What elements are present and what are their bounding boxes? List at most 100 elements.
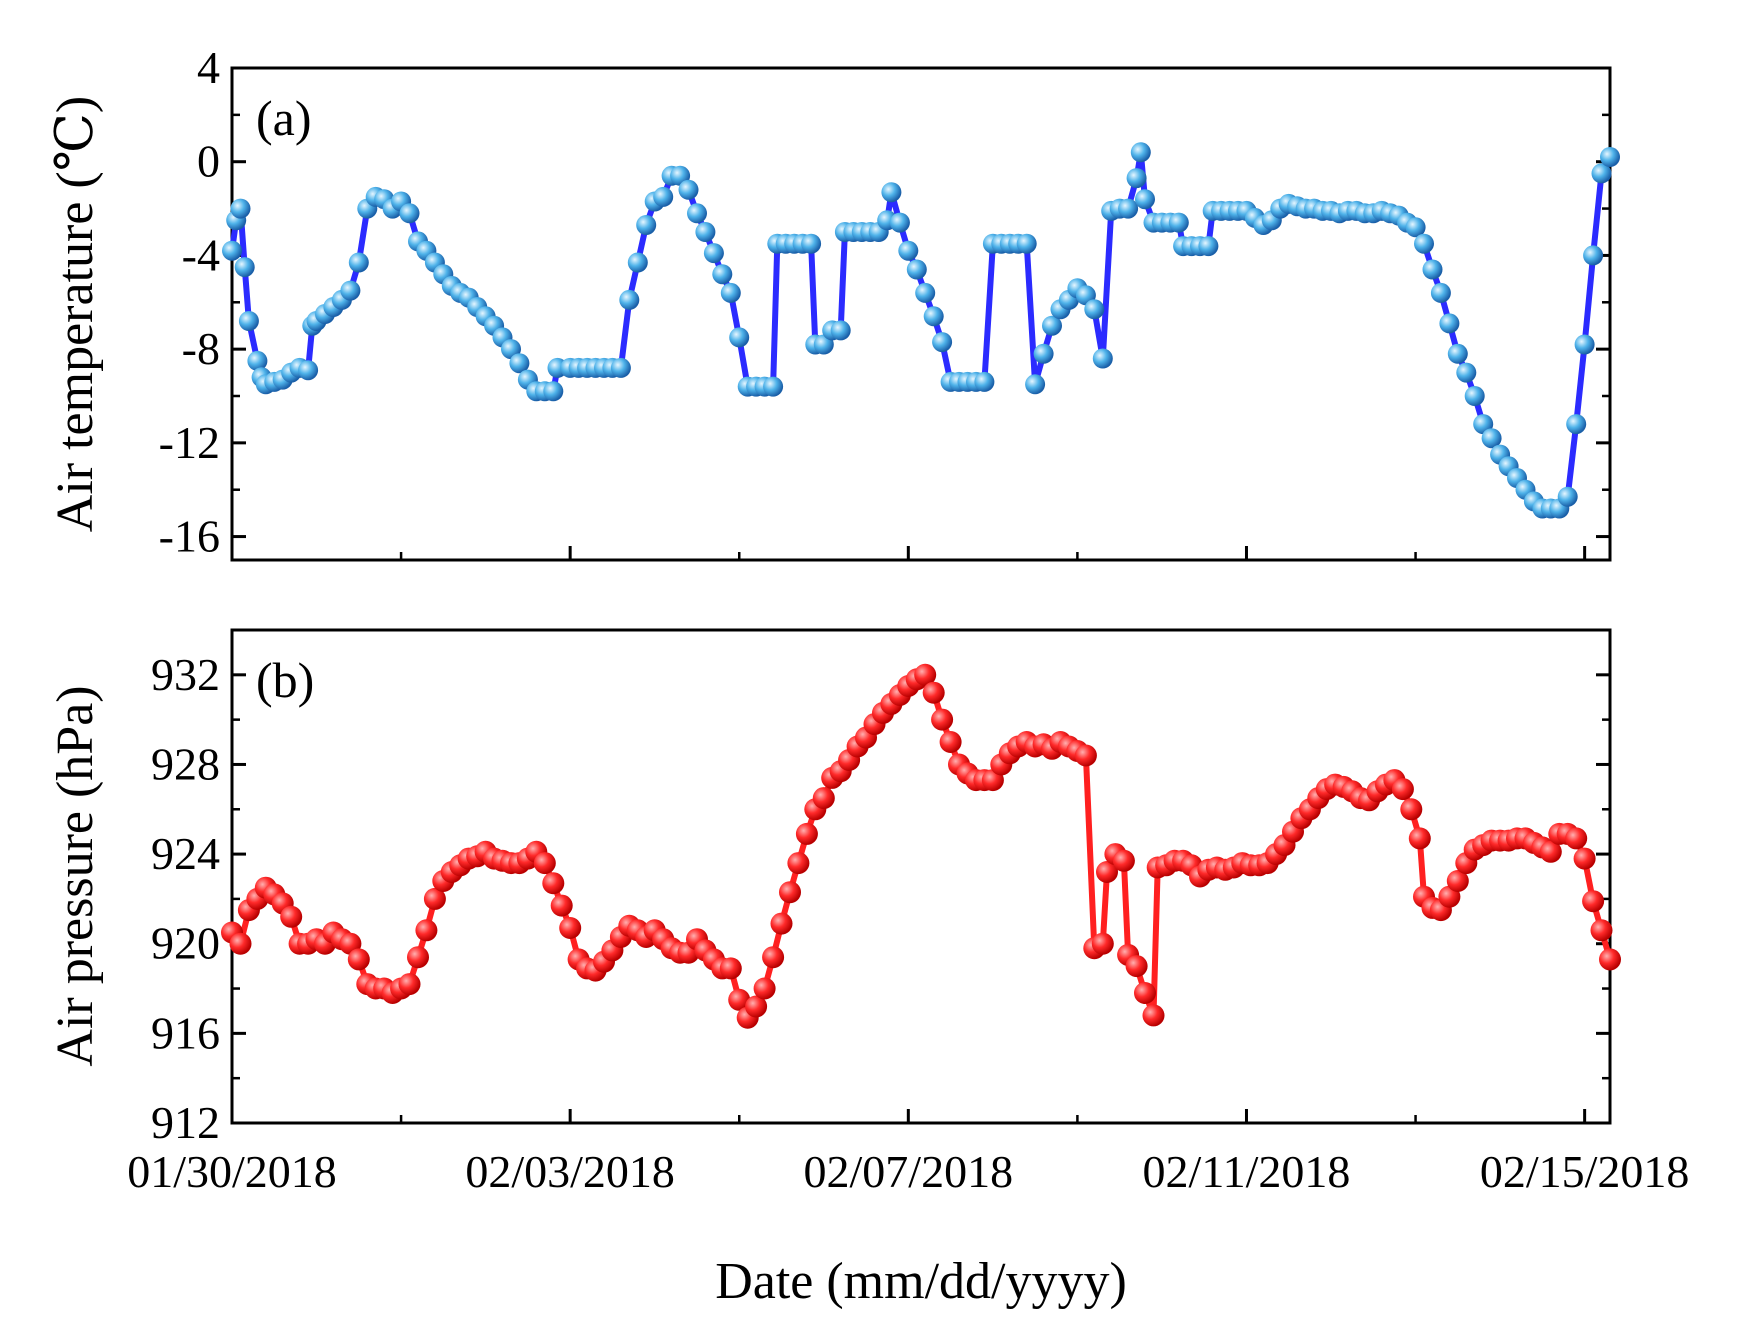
data-point-a <box>703 243 724 264</box>
panel-b-tag: (b) <box>256 652 314 708</box>
data-point-a <box>348 252 369 273</box>
data-point-b <box>533 852 556 875</box>
data-point-b <box>1565 827 1588 850</box>
data-point-a <box>1084 299 1105 320</box>
panel-b-series <box>221 663 1621 1029</box>
x-tick-label: 02/07/2018 <box>804 1146 1014 1197</box>
data-point-a <box>1583 245 1604 266</box>
data-point-a <box>222 240 242 261</box>
data-point-a <box>619 289 640 310</box>
data-point-a <box>399 203 420 224</box>
data-point-a <box>1025 374 1046 395</box>
data-point-b <box>415 919 438 942</box>
data-point-b <box>939 731 962 753</box>
data-point-b <box>1091 932 1114 955</box>
data-point-a <box>1574 334 1595 355</box>
panel-a-temperature: 4 0 -4 -8 -12 -16 (a) Air temperature (℃) <box>47 42 1620 562</box>
panel-b-pressure: 932 928 924 920 916 912 (b) Air pressure (hPa… <box>47 628 1621 1148</box>
data-point-a <box>1447 343 1468 364</box>
data-point-b <box>1590 919 1613 942</box>
data-point-b <box>280 905 303 928</box>
data-point-a <box>695 222 716 242</box>
data-point-a <box>1118 198 1139 219</box>
data-point-a <box>1600 147 1620 167</box>
y-tick-label: 916 <box>151 1007 220 1058</box>
data-point-b <box>347 948 370 971</box>
y-tick-label: 932 <box>151 649 220 700</box>
data-point-a <box>543 381 564 402</box>
panel-a-frame <box>230 66 1612 562</box>
data-point-b <box>1446 870 1469 892</box>
data-point-a <box>1414 233 1434 254</box>
y-tick-label: 924 <box>151 828 220 879</box>
panel-b-ylabel: Air pressure (hPa) <box>47 685 104 1066</box>
data-point-a <box>1168 212 1189 233</box>
data-point-a <box>1092 348 1113 369</box>
data-point-b <box>1096 861 1118 883</box>
data-point-a <box>1130 142 1151 163</box>
data-point-b <box>1408 827 1431 850</box>
x-tick-label: 01/30/2018 <box>127 1146 337 1197</box>
x-tick-label: 02/03/2018 <box>465 1146 675 1197</box>
panel-b-frame <box>230 628 1612 1125</box>
data-point-a <box>898 240 919 261</box>
data-point-b <box>770 912 793 935</box>
data-point-b <box>728 988 751 1011</box>
data-point-a <box>509 353 530 374</box>
data-point-b <box>922 681 945 704</box>
data-point-a <box>1422 259 1443 280</box>
panel-b-x-ticks <box>230 1109 1587 1123</box>
data-point-b <box>559 917 582 939</box>
data-point-a <box>801 233 822 254</box>
data-point-b <box>931 708 954 731</box>
data-point-a <box>720 282 741 303</box>
data-point-a <box>653 186 674 207</box>
y-tick-label: 912 <box>151 1097 220 1148</box>
data-point-a <box>678 179 699 200</box>
data-point-b <box>1112 849 1135 872</box>
data-point-a <box>729 327 750 348</box>
data-point-a <box>1481 428 1502 449</box>
data-point-a <box>238 311 259 331</box>
data-point-a <box>610 357 631 378</box>
data-point-a <box>1042 315 1062 336</box>
data-point-a <box>230 198 251 219</box>
data-point-a <box>932 332 953 353</box>
data-point-a <box>234 257 255 278</box>
data-point-b <box>423 887 446 910</box>
data-point-a <box>1126 168 1147 189</box>
panel-a-series <box>222 142 1620 519</box>
data-point-a <box>1456 362 1477 383</box>
y-tick-label: -16 <box>159 511 220 562</box>
data-point-a <box>830 320 851 341</box>
panel-b-y-axis: 932 928 924 920 916 912 <box>151 628 1610 1148</box>
data-point-b <box>795 822 818 845</box>
y-tick-label: 920 <box>151 918 220 969</box>
data-point-a <box>974 371 995 392</box>
data-point-a <box>687 203 707 224</box>
data-point-a <box>636 215 657 235</box>
data-point-a <box>1566 414 1587 435</box>
data-point-a <box>247 350 268 371</box>
x-tick-labels: 01/30/2018 02/03/2018 02/07/2018 02/11/2018… <box>127 1146 1689 1197</box>
data-point-a <box>1591 163 1612 184</box>
data-point-a <box>763 376 784 397</box>
data-point-a <box>1033 343 1054 364</box>
data-point-b <box>542 872 565 895</box>
data-point-a <box>1439 313 1460 334</box>
data-point-b <box>407 946 429 969</box>
data-point-a <box>923 306 944 327</box>
data-point-a <box>1464 386 1485 406</box>
series-line-a <box>229 149 1613 512</box>
data-point-a <box>881 182 902 203</box>
panel-a-x-ticks <box>230 546 1587 560</box>
data-point-a <box>1557 486 1578 507</box>
panel-a-y-axis: 4 0 -4 -8 -12 -16 <box>159 42 1610 562</box>
data-point-b <box>1400 798 1423 821</box>
panel-a-tag: (a) <box>256 90 312 146</box>
data-point-b <box>762 946 785 969</box>
data-point-a <box>340 280 361 301</box>
data-point-b <box>229 932 252 955</box>
y-tick-label: 4 <box>197 42 220 93</box>
